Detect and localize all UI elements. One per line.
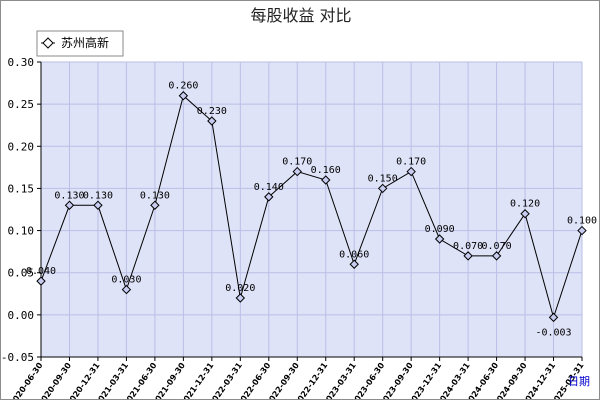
x-tick-label: 2020-06-30 xyxy=(8,361,45,399)
data-label: 0.160 xyxy=(311,165,341,176)
y-tick-label: 0.05 xyxy=(8,267,35,280)
legend: 苏州高新 xyxy=(36,30,124,57)
data-label: 0.170 xyxy=(282,157,312,168)
plot-area xyxy=(41,62,582,357)
series-苏州高新 xyxy=(36,91,587,323)
data-point xyxy=(463,251,473,261)
data-label: 0.150 xyxy=(368,173,398,184)
data-labels: 0.0400.1300.1300.0300.1300.2600.2300.020… xyxy=(26,81,597,339)
data-label: 0.100 xyxy=(567,216,597,227)
data-label: 0.230 xyxy=(197,106,227,117)
y-tick-label: 0.00 xyxy=(8,309,35,322)
data-point xyxy=(207,116,217,126)
x-axis-ticks: 2020-06-302020-09-302020-12-312021-03-31… xyxy=(8,357,586,399)
data-label: 0.260 xyxy=(168,81,198,92)
data-point xyxy=(36,276,46,286)
y-tick-label: 0.15 xyxy=(8,182,35,195)
data-point xyxy=(121,284,132,295)
data-label: 0.090 xyxy=(425,224,455,235)
data-point xyxy=(577,225,587,236)
y-tick-label: -0.05 xyxy=(1,351,34,364)
data-point xyxy=(150,200,160,210)
data-label: 0.020 xyxy=(225,283,255,294)
data-point xyxy=(93,200,103,210)
data-label: 0.130 xyxy=(140,190,170,201)
data-point xyxy=(406,166,416,177)
data-label: 0.070 xyxy=(482,241,512,252)
data-point xyxy=(292,166,302,177)
data-point xyxy=(349,259,359,269)
data-label: 0.060 xyxy=(339,249,369,260)
data-label: 0.040 xyxy=(26,266,56,277)
data-point xyxy=(491,251,502,261)
y-tick-label: 0.25 xyxy=(8,98,35,111)
data-point xyxy=(264,192,274,202)
series-line xyxy=(40,94,583,320)
data-point xyxy=(377,183,388,194)
data-label: -0.003 xyxy=(535,327,571,338)
data-label: 0.140 xyxy=(254,182,284,193)
x-axis-label: 日期 xyxy=(568,375,590,388)
data-point xyxy=(520,209,530,219)
data-label: 0.170 xyxy=(396,157,426,168)
data-label: 0.130 xyxy=(83,190,113,201)
data-point xyxy=(178,91,189,101)
data-point xyxy=(235,293,246,303)
legend-label: 苏州高新 xyxy=(61,35,109,50)
y-tick-label: 0.20 xyxy=(8,140,35,153)
diamond-marker-icon xyxy=(42,37,54,49)
y-tick-label: 0.10 xyxy=(8,225,35,238)
axes xyxy=(40,62,582,358)
data-label: 0.030 xyxy=(111,275,141,286)
data-point xyxy=(548,312,559,323)
y-axis-ticks: -0.05 0.00 0.05 0.10 0.15 0.20 0.25 0.30 xyxy=(1,56,41,364)
data-point xyxy=(321,175,331,185)
data-label: 0.070 xyxy=(453,241,483,252)
data-label: 0.120 xyxy=(510,199,540,210)
data-point xyxy=(434,234,445,244)
data-label: 0.130 xyxy=(54,190,84,201)
chart-title: 每股收益 对比 xyxy=(250,6,351,25)
data-point xyxy=(64,200,75,210)
y-tick-label: 0.30 xyxy=(8,56,35,69)
